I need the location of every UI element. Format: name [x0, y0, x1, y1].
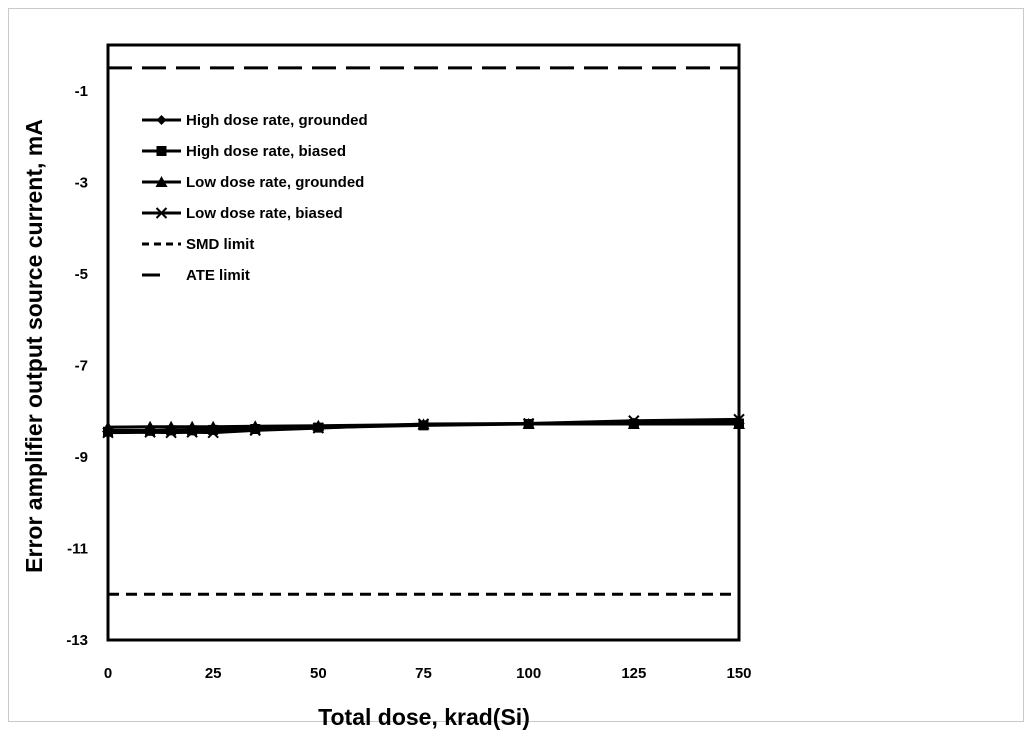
data-point-3: [165, 426, 177, 439]
x-tick-label: 75: [415, 665, 432, 682]
data-point-3: [417, 418, 430, 430]
data-point-2: [312, 419, 325, 431]
legend-marker: [156, 146, 167, 156]
y-tick-label: -1: [75, 83, 88, 100]
series-markers: [102, 413, 745, 439]
legend: High dose rate, grounded High dose rate, …: [142, 112, 368, 284]
data-point-3: [733, 413, 745, 426]
x-axis-title: Total dose, krad(Si): [318, 704, 530, 730]
legend-marker: [156, 115, 167, 125]
x-tick-label: 150: [726, 665, 751, 682]
y-tick-label: -3: [75, 174, 88, 191]
tick-labels: 0 25 50 75 100 125 150 -1 -3 -5 -7 -9 -11 -13: [66, 83, 751, 682]
plot-area: [106, 43, 741, 642]
y-tick-label: -7: [75, 357, 88, 374]
data-point-2: [627, 417, 640, 429]
data-point-3: [144, 426, 156, 438]
data-point-3: [312, 422, 325, 434]
plot-border: [106, 43, 741, 642]
x-tick-label: 50: [310, 665, 327, 682]
series-lines: [107, 66, 740, 596]
y-tick-label: -9: [75, 449, 88, 466]
x-tick-label: 125: [621, 665, 646, 682]
y-tick-label: -11: [67, 540, 88, 557]
x-tick-label: 25: [205, 665, 222, 682]
legend-label: Low dose rate, biased: [186, 205, 343, 222]
legend-marker: [155, 176, 168, 187]
data-point-3: [628, 415, 640, 427]
data-point-3: [207, 426, 219, 439]
data-point-3: [522, 417, 535, 430]
x-tick-label: 100: [516, 665, 541, 682]
y-tick-label: -13: [66, 632, 88, 649]
figure-frame: [8, 8, 1024, 722]
legend-marker: [155, 207, 168, 219]
y-axis-title: Error amplifier output source current, m…: [21, 119, 47, 573]
legend-label: High dose rate, biased: [186, 143, 346, 160]
legend-label: High dose rate, grounded: [186, 112, 368, 129]
legend-label: SMD limit: [186, 236, 254, 253]
data-point-3: [102, 426, 114, 439]
y-tick-label: -5: [75, 266, 88, 283]
data-point-3: [249, 424, 261, 437]
data-point-2: [733, 417, 745, 429]
data-point-3: [186, 426, 198, 438]
legend-label: Low dose rate, grounded: [186, 174, 364, 191]
x-tick-label: 0: [104, 665, 112, 682]
legend-label: ATE limit: [186, 267, 250, 284]
